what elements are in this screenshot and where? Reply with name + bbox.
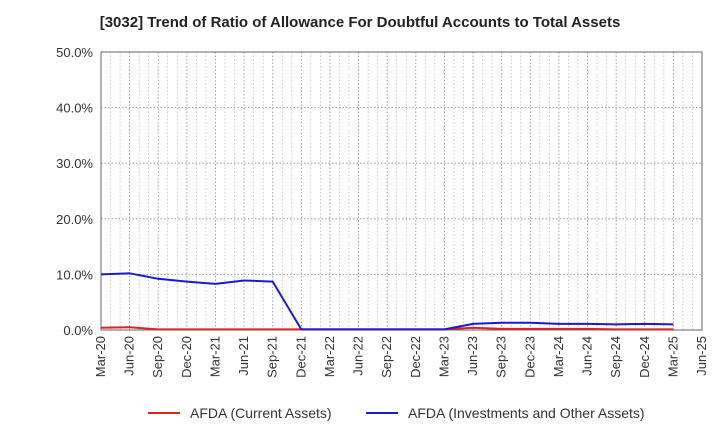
x-tick-label: Sep-20 — [150, 336, 165, 378]
x-tick-label: Mar-23 — [436, 336, 451, 377]
legend-label-investments: AFDA (Investments and Other Assets) — [408, 405, 645, 421]
series-line-investments — [100, 272, 674, 331]
legend-swatch-investments — [366, 412, 398, 414]
plot-frame — [100, 51, 703, 331]
series-lines — [100, 272, 674, 331]
x-tick-label: Mar-25 — [665, 336, 680, 377]
x-tick-label: Dec-21 — [293, 336, 308, 378]
y-tick-label: 40.0% — [56, 101, 93, 116]
chart-title: [3032] Trend of Ratio of Allowance For D… — [99, 14, 621, 31]
y-tick-label: 0.0% — [63, 323, 93, 338]
legend-swatch-current-assets — [148, 412, 180, 414]
axes: 0.0% 10.0% 20.0% 30.0% 40.0% 50.0% Mar-20 Jun-2… — [56, 45, 709, 378]
legend-label-current-assets: AFDA (Current Assets) — [190, 405, 332, 421]
x-tick-label: Dec-24 — [637, 336, 652, 378]
x-tick-label: Jun-24 — [580, 336, 595, 376]
y-tick-label: 50.0% — [56, 45, 93, 60]
y-tick-label: 10.0% — [56, 267, 93, 282]
x-tick-label: Mar-22 — [322, 336, 337, 377]
grid — [100, 51, 703, 331]
x-tick-label: Jun-25 — [694, 336, 709, 376]
x-tick-label: Sep-24 — [608, 336, 623, 378]
x-tick-label: Dec-23 — [522, 336, 537, 378]
x-tick-label: Sep-23 — [494, 336, 509, 378]
x-tick-label: Jun-20 — [122, 336, 137, 376]
x-tick-label: Dec-20 — [179, 336, 194, 378]
x-tick-label: Jun-23 — [465, 336, 480, 376]
x-tick-label: Jun-21 — [236, 336, 251, 376]
y-tick-label: 20.0% — [56, 212, 93, 227]
legend: AFDA (Current Assets) AFDA (Investments … — [0, 405, 720, 425]
x-tick-label: Dec-22 — [408, 336, 423, 378]
x-tick-label: Sep-22 — [379, 336, 394, 378]
x-tick-label: Mar-20 — [93, 336, 108, 377]
x-tick-label: Mar-21 — [207, 336, 222, 377]
legend-item-investments: AFDA (Investments and Other Assets) — [366, 405, 645, 421]
legend-item-current-assets: AFDA (Current Assets) — [148, 405, 332, 421]
y-tick-label: 30.0% — [56, 156, 93, 171]
x-tick-label: Jun-22 — [351, 336, 366, 376]
x-tick-label: Sep-21 — [265, 336, 280, 378]
x-tick-label: Mar-24 — [551, 336, 566, 377]
